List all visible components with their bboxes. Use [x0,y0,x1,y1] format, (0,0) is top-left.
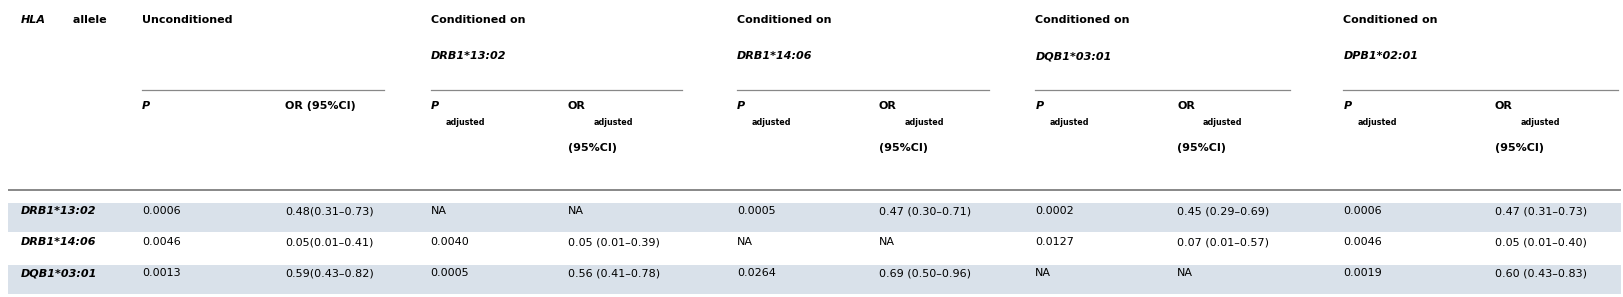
Text: adjusted: adjusted [1203,118,1242,127]
Text: 0.0005: 0.0005 [430,268,469,278]
Bar [8,203,1620,232]
Text: 0.05(0.01–0.41): 0.05(0.01–0.41) [286,237,373,247]
Text: 0.0013: 0.0013 [141,268,180,278]
Text: 0.48(0.31–0.73): 0.48(0.31–0.73) [286,206,373,217]
Text: 0.05 (0.01–0.39): 0.05 (0.01–0.39) [568,237,659,247]
Text: Conditioned on: Conditioned on [1035,15,1130,25]
Text: (95%CI): (95%CI) [1495,143,1543,153]
Text: NA: NA [430,206,446,217]
Text: 0.56 (0.41–0.78): 0.56 (0.41–0.78) [568,268,659,278]
Text: 0.05 (0.01–0.40): 0.05 (0.01–0.40) [1495,237,1586,247]
Text: 0.0046: 0.0046 [141,237,180,247]
Text: 0.0264: 0.0264 [737,268,776,278]
Text: Unconditioned: Unconditioned [141,15,232,25]
Text: adjusted: adjusted [445,118,484,127]
Text: 0.47 (0.31–0.73): 0.47 (0.31–0.73) [1495,206,1586,217]
Text: 0.0019: 0.0019 [1342,268,1381,278]
Text: DQB1*03:01: DQB1*03:01 [21,268,97,278]
Text: P: P [1342,102,1350,111]
Text: 0.0006: 0.0006 [1342,206,1381,217]
Text: DRB1*13:02: DRB1*13:02 [21,206,96,217]
Text: OR: OR [1177,102,1195,111]
Text: adjusted: adjusted [904,118,943,127]
Text: 0.0006: 0.0006 [141,206,180,217]
Text: HLA: HLA [21,15,45,25]
Text: NA: NA [1035,268,1050,278]
Text: 0.0127: 0.0127 [1035,237,1073,247]
Text: 0.0040: 0.0040 [430,237,469,247]
Text: 0.07 (0.01–0.57): 0.07 (0.01–0.57) [1177,237,1269,247]
Text: Conditioned on: Conditioned on [737,15,831,25]
Text: adjusted: adjusted [592,118,633,127]
Text: 0.45 (0.29–0.69): 0.45 (0.29–0.69) [1177,206,1269,217]
Text: OR: OR [568,102,586,111]
Text: 0.0046: 0.0046 [1342,237,1381,247]
Text: DRB1*14:06: DRB1*14:06 [737,51,812,61]
Text: OR (95%CI): OR (95%CI) [286,102,355,111]
Text: NA: NA [1177,268,1193,278]
Text: P: P [1035,102,1044,111]
Text: DQB1*03:01: DQB1*03:01 [1035,51,1112,61]
Text: P: P [141,102,149,111]
Text: OR: OR [878,102,896,111]
Text: P: P [430,102,438,111]
Text: 0.60 (0.43–0.83): 0.60 (0.43–0.83) [1495,268,1586,278]
Text: 0.0005: 0.0005 [737,206,776,217]
Text: DRB1*13:02: DRB1*13:02 [430,51,506,61]
Text: adjusted: adjusted [1048,118,1089,127]
Text: NA: NA [568,206,583,217]
Text: DRB1*14:06: DRB1*14:06 [21,237,96,247]
Text: OR: OR [1495,102,1513,111]
Text: P: P [737,102,745,111]
Text: DPB1*02:01: DPB1*02:01 [1342,51,1417,61]
Bar [8,265,1620,294]
Text: allele: allele [70,15,107,25]
Text: Conditioned on: Conditioned on [1342,15,1436,25]
Text: 0.0002: 0.0002 [1035,206,1073,217]
Text: 0.59(0.43–0.82): 0.59(0.43–0.82) [286,268,373,278]
Text: Conditioned on: Conditioned on [430,15,524,25]
Text: adjusted: adjusted [751,118,790,127]
Text: 0.69 (0.50–0.96): 0.69 (0.50–0.96) [878,268,971,278]
Text: adjusted: adjusted [1357,118,1396,127]
Text: (95%CI): (95%CI) [878,143,927,153]
Text: (95%CI): (95%CI) [1177,143,1225,153]
Text: NA: NA [737,237,753,247]
Text: adjusted: adjusted [1519,118,1560,127]
Text: (95%CI): (95%CI) [568,143,617,153]
Text: NA: NA [878,237,894,247]
Text: 0.47 (0.30–0.71): 0.47 (0.30–0.71) [878,206,971,217]
